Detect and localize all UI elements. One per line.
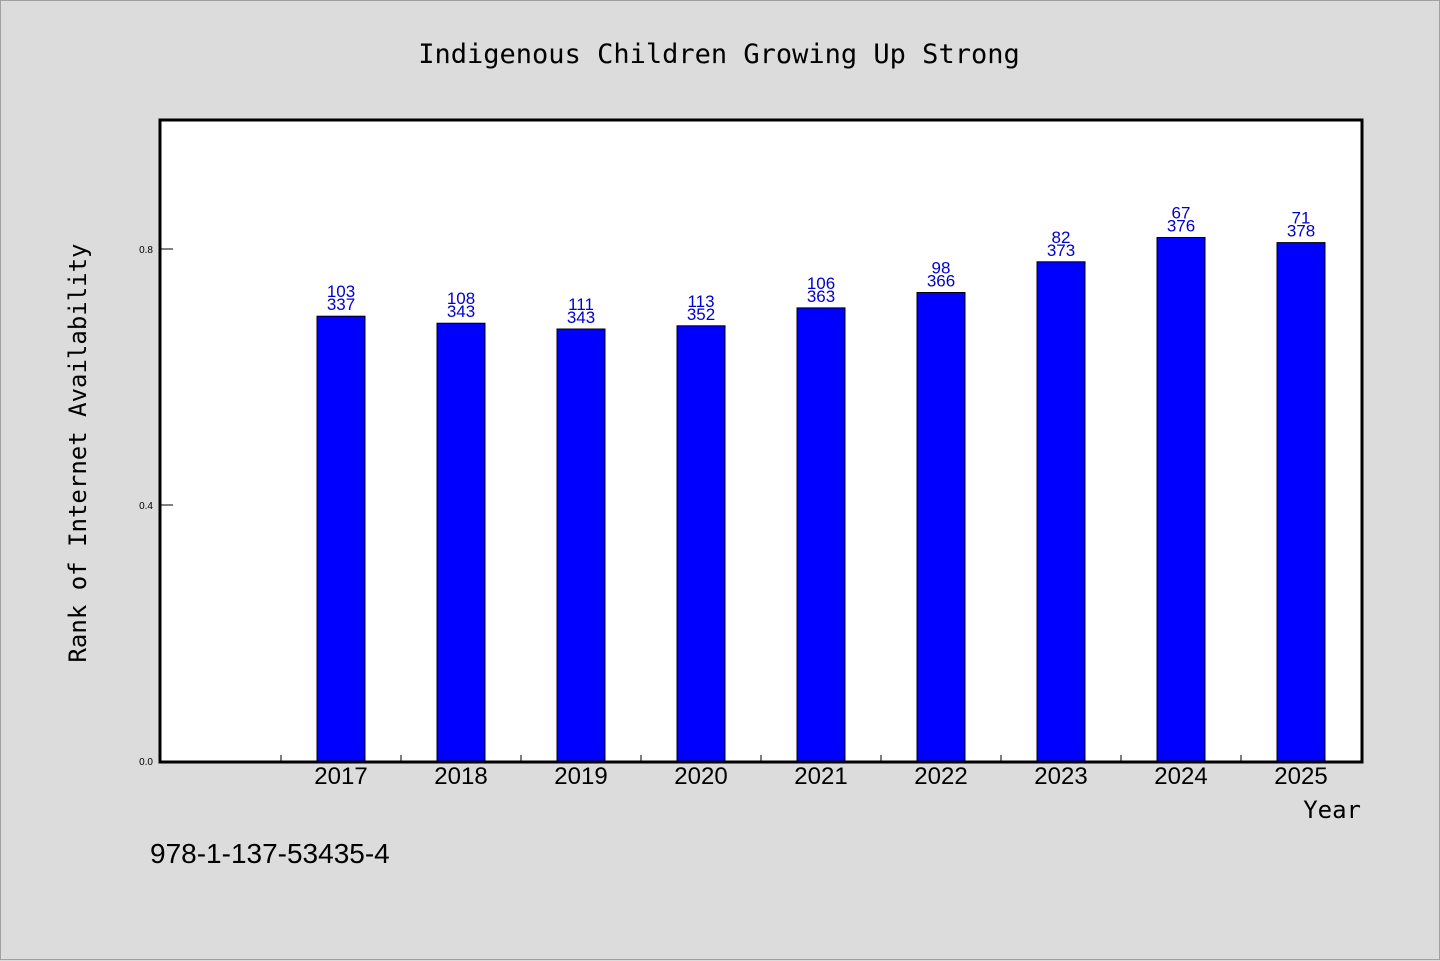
bar	[436, 322, 486, 762]
bar	[1276, 242, 1326, 762]
bar	[1036, 261, 1086, 762]
data-label-bottom: 378	[1287, 222, 1315, 241]
bar	[1156, 236, 1206, 762]
x-tick-label: 2023	[1034, 763, 1087, 790]
data-label-top: 103	[327, 282, 355, 301]
bar	[556, 328, 606, 762]
data-label-top: 82	[1052, 228, 1071, 247]
x-tick-label: 2019	[554, 763, 607, 790]
bar	[916, 292, 966, 762]
data-label-top: 106	[807, 274, 835, 293]
x-tick-label: 2018	[434, 763, 487, 790]
data-label-top: 98	[932, 259, 951, 278]
y-axis-ticks: 0.0 0.4 0.8	[139, 245, 173, 768]
data-label-top: 108	[447, 289, 475, 308]
x-tick-label: 2025	[1274, 763, 1327, 790]
bar	[316, 315, 366, 762]
isbn-footer: 978-1-137-53435-4	[150, 838, 390, 869]
data-label-bottom: 352	[687, 305, 715, 324]
y-tick-label: 0.8	[139, 245, 153, 256]
data-label-bottom: 363	[807, 287, 835, 306]
y-axis-label: Rank of Internet Availability	[64, 243, 92, 662]
x-axis-ticks: 2017 2018 2019 2020 2021 2022 2023 2024 2025	[280, 755, 1328, 790]
y-tick-label: 0.0	[139, 757, 153, 768]
data-label-bottom: 373	[1047, 241, 1075, 260]
chart-title: Indigenous Children Growing Up Strong	[418, 39, 1019, 70]
data-label-bottom: 376	[1167, 216, 1195, 235]
y-tick-label: 0.4	[139, 501, 153, 512]
data-label-top: 67	[1172, 203, 1191, 222]
data-label-top: 113	[687, 292, 714, 311]
data-label-bottom: 343	[447, 302, 475, 321]
data-label-bottom: 366	[927, 272, 955, 291]
bar	[676, 325, 726, 762]
x-tick-label: 2022	[914, 763, 967, 790]
data-label-bottom: 343	[567, 308, 595, 327]
x-axis-label: Year	[1303, 796, 1361, 824]
data-label-top: 111	[568, 295, 594, 314]
x-tick-label: 2024	[1154, 763, 1207, 790]
data-label-top: 71	[1292, 209, 1311, 228]
x-tick-label: 2020	[674, 763, 727, 790]
data-label-bottom: 337	[327, 295, 355, 314]
bar	[796, 307, 846, 762]
x-tick-label: 2017	[314, 763, 367, 790]
x-tick-label: 2021	[794, 763, 847, 790]
